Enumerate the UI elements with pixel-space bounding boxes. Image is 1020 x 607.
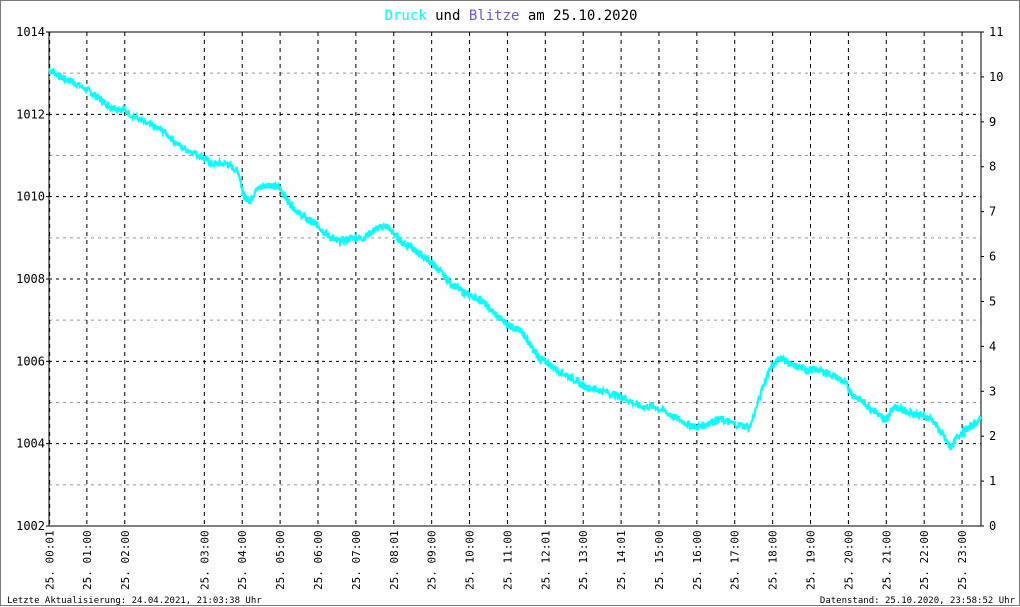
x-tick-label: 25. 05:00: [274, 530, 287, 590]
axis-labels: 1002 1004 1006 1008 1010 1012 1014 0 1 2 3 4 5 6 7 8 9 10…: [16, 25, 1003, 590]
y-right-tick-label: 7: [989, 205, 996, 219]
x-tick-label: 25. 18:00: [767, 530, 780, 590]
y-left-tick-label: 1010: [16, 190, 45, 204]
axes: [46, 31, 984, 527]
x-tick-label: 25. 03:00: [198, 530, 211, 590]
x-tick-label: 25. 19:00: [805, 530, 818, 590]
x-tick-label: 25. 01:00: [81, 530, 94, 590]
x-tick-label: 25. 12:01: [539, 530, 552, 590]
x-tick-label: 25. 02:00: [119, 530, 132, 590]
title-und: und: [427, 8, 469, 24]
y-right-tick-label: 8: [989, 160, 996, 174]
footer-data-status: Datenstand: 25.10.2020, 23:58:52 Uhr: [820, 596, 1016, 606]
y-right-tick-label: 5: [989, 294, 996, 308]
series-layer: [48, 66, 982, 451]
footer-last-update: Letzte Aktualisierung: 24.04.2021, 21:03…: [7, 596, 262, 606]
x-tick-label: 25. 14:01: [615, 530, 628, 590]
y-left-tick-label: 1012: [16, 107, 45, 121]
x-tick-label: 25. 23:00: [956, 530, 969, 590]
x-tick-label: 25. 15:00: [653, 530, 666, 590]
y-right-tick-label: 2: [989, 429, 996, 443]
y-left-tick-label: 1004: [16, 437, 45, 451]
y-right-tick-label: 0: [989, 519, 996, 533]
x-tick-label: 25. 07:00: [350, 530, 363, 590]
grid: [49, 32, 981, 526]
y-right-tick-label: 11: [989, 25, 1003, 39]
x-tick-label: 25. 00:01: [44, 530, 57, 590]
x-tick-label: 25. 21:00: [880, 530, 893, 590]
title-date: am 25.10.2020: [519, 8, 637, 24]
y-right-tick-label: 3: [989, 384, 996, 398]
title-blitze: Blitze: [469, 8, 520, 24]
x-tick-label: 25. 11:00: [501, 530, 514, 590]
y-left-tick-label: 1002: [16, 519, 45, 533]
y-left-tick-label: 1008: [16, 272, 45, 286]
x-tick-label: 25. 10:00: [464, 530, 477, 590]
title-druck: Druck: [385, 8, 428, 24]
x-tick-label: 25. 22:00: [918, 530, 931, 590]
x-tick-label: 25. 08:01: [388, 530, 401, 590]
x-tick-label: 25. 17:00: [729, 530, 742, 590]
y-right-tick-label: 6: [989, 250, 996, 264]
y-right-tick-label: 10: [989, 70, 1003, 84]
y-left-tick-label: 1006: [16, 354, 45, 368]
series-line-druck: [48, 66, 982, 451]
y-right-tick-label: 4: [989, 339, 996, 353]
y-right-tick-label: 9: [989, 115, 996, 129]
x-tick-label: 25. 16:00: [691, 530, 704, 590]
x-tick-label: 25. 09:00: [426, 530, 439, 590]
y-left-tick-label: 1014: [16, 25, 45, 39]
y-right-tick-label: 1: [989, 474, 996, 488]
chart-title: Druck und Blitze am 25.10.2020: [385, 8, 638, 24]
x-tick-label: 25. 04:00: [236, 530, 249, 590]
x-tick-label: 25. 13:00: [577, 530, 590, 590]
x-tick-label: 25. 06:00: [312, 530, 325, 590]
x-tick-label: 25. 20:00: [842, 530, 855, 590]
